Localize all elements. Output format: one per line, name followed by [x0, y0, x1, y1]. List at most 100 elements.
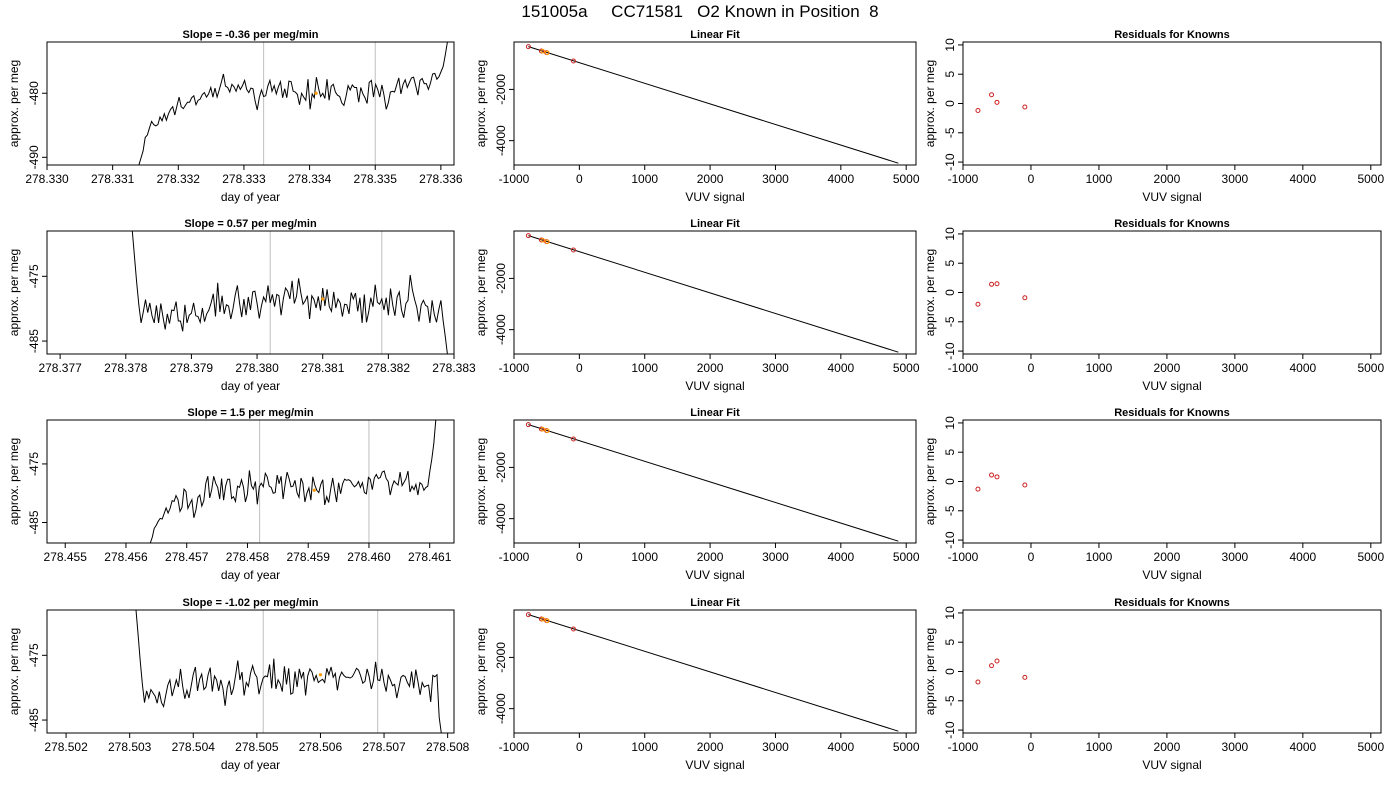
y-tick-label: -5: [943, 316, 957, 327]
x-axis-label: VUV signal: [1142, 379, 1201, 393]
x-axis-label: day of year: [221, 190, 280, 204]
x-tick-label: 3000: [762, 361, 789, 375]
x-tick-label: 278.377: [38, 361, 82, 375]
x-tick-label: -1000: [948, 172, 979, 186]
plot-frame: [46, 41, 455, 166]
x-tick-label: 5000: [1357, 361, 1384, 375]
y-tick-label: -10: [943, 153, 957, 171]
x-tick-label: 1000: [631, 172, 658, 186]
y-tick-label: 5: [943, 71, 957, 78]
plot-frame: [46, 609, 455, 734]
panel-r2-c1: Linear Fit -1000 0 1000 2000 3000 4000 5000 -400…: [474, 407, 920, 582]
x-axis-label: VUV signal: [1142, 190, 1201, 204]
x-axis-label: VUV signal: [685, 568, 744, 582]
x-tick-label: 3000: [762, 172, 789, 186]
y-axis-label: approx. per meg: [474, 60, 488, 147]
panel-r3-c2: Residuals for Knowns -1000 0 1000 2000 3000 40…: [923, 597, 1384, 772]
y-tick-label: -10: [943, 531, 957, 549]
x-tick-label: 3000: [762, 740, 789, 754]
average-marker: [312, 488, 316, 492]
x-tick-label: 278.334: [288, 172, 332, 186]
panel-r1-c2: Residuals for Knowns -1000 0 1000 2000 3000 40…: [923, 218, 1384, 393]
known-point: [989, 472, 995, 478]
x-tick-label: 3000: [762, 550, 789, 564]
trace-line: [135, 610, 442, 733]
sample-point: [545, 239, 550, 245]
y-tick-label: -2000: [494, 74, 508, 105]
x-tick-label: 5000: [893, 361, 920, 375]
y-tick-label: -475: [27, 643, 41, 667]
x-tick-label: 278.335: [354, 172, 398, 186]
known-point: [525, 44, 531, 50]
y-axis-label: approx. per meg: [474, 628, 488, 715]
x-tick-label: -1000: [948, 361, 979, 375]
average-marker: [321, 297, 325, 301]
known-point: [989, 663, 995, 669]
x-axis-label: day of year: [221, 568, 280, 582]
trace-line: [138, 42, 448, 165]
x-tick-label: 4000: [827, 550, 854, 564]
y-axis-label: approx. per meg: [7, 60, 21, 147]
known-point: [989, 281, 995, 287]
panel-title: Slope = 0.57 per meg/min: [184, 218, 317, 230]
average-marker: [318, 673, 323, 677]
x-tick-label: 278.336: [419, 172, 463, 186]
x-tick-label: 278.333: [222, 172, 266, 186]
x-tick-label: -1000: [499, 172, 530, 186]
known-point: [525, 233, 531, 239]
x-tick-label: 5000: [893, 172, 920, 186]
panel-title: Slope = -1.02 per meg/min: [182, 597, 318, 609]
plot-frame: [962, 609, 1382, 734]
x-tick-label: 5000: [893, 550, 920, 564]
x-tick-label: 0: [576, 361, 583, 375]
x-tick-label: 5000: [1357, 172, 1384, 186]
x-tick-label: -1000: [499, 550, 530, 564]
x-tick-label: 2000: [697, 361, 724, 375]
y-tick-label: -10: [943, 721, 957, 739]
x-axis-label: VUV signal: [1142, 758, 1201, 772]
y-tick-label: -5: [943, 505, 957, 516]
x-tick-label: 4000: [1289, 361, 1316, 375]
plot-frame: [513, 419, 917, 544]
x-tick-label: -1000: [499, 740, 530, 754]
panel-r0-c0: Slope = -0.36 per meg/min 278.330 278.331 2…: [7, 29, 463, 204]
x-tick-label: 3000: [1222, 172, 1249, 186]
sample-point: [545, 50, 550, 56]
fit-line: [528, 424, 899, 542]
x-tick-label: 4000: [827, 172, 854, 186]
known-point: [975, 108, 981, 114]
x-tick-label: 2000: [697, 172, 724, 186]
y-tick-label: -4000: [494, 503, 508, 534]
sample-point: [540, 48, 546, 54]
y-tick-label: 5: [943, 260, 957, 267]
known-point: [525, 612, 531, 618]
sample-point: [540, 237, 546, 243]
x-tick-label: 2000: [697, 550, 724, 564]
y-axis-label: approx. per meg: [923, 60, 937, 147]
x-axis-label: VUV signal: [1142, 568, 1201, 582]
y-tick-label: 10: [943, 606, 957, 620]
x-tick-label: 0: [576, 740, 583, 754]
y-tick-label: -485: [27, 510, 41, 534]
fit-line: [528, 46, 899, 164]
x-tick-label: 4000: [1289, 740, 1316, 754]
x-tick-label: 278.507: [362, 740, 406, 754]
x-tick-label: 278.332: [157, 172, 201, 186]
panel-title: Linear Fit: [690, 218, 740, 230]
known-point: [570, 626, 576, 632]
x-tick-label: 2000: [1154, 550, 1181, 564]
panel-title: Residuals for Knowns: [1114, 218, 1230, 230]
y-tick-label: 5: [943, 449, 957, 456]
panel-r2-c2: Residuals for Knowns -1000 0 1000 2000 3000 40…: [923, 407, 1384, 582]
known-point: [994, 474, 1000, 480]
trace-line: [131, 231, 448, 354]
x-tick-label: 0: [1028, 550, 1035, 564]
known-point: [1022, 674, 1028, 680]
y-tick-label: -2000: [494, 642, 508, 673]
y-tick-label: -485: [27, 329, 41, 353]
x-tick-label: 278.504: [172, 740, 216, 754]
y-tick-label: -5: [943, 695, 957, 706]
x-tick-label: 278.505: [235, 740, 279, 754]
page-title: 151005a CC71581 O2 Known in Position 8: [521, 2, 879, 21]
y-tick-label: -490: [27, 145, 41, 169]
